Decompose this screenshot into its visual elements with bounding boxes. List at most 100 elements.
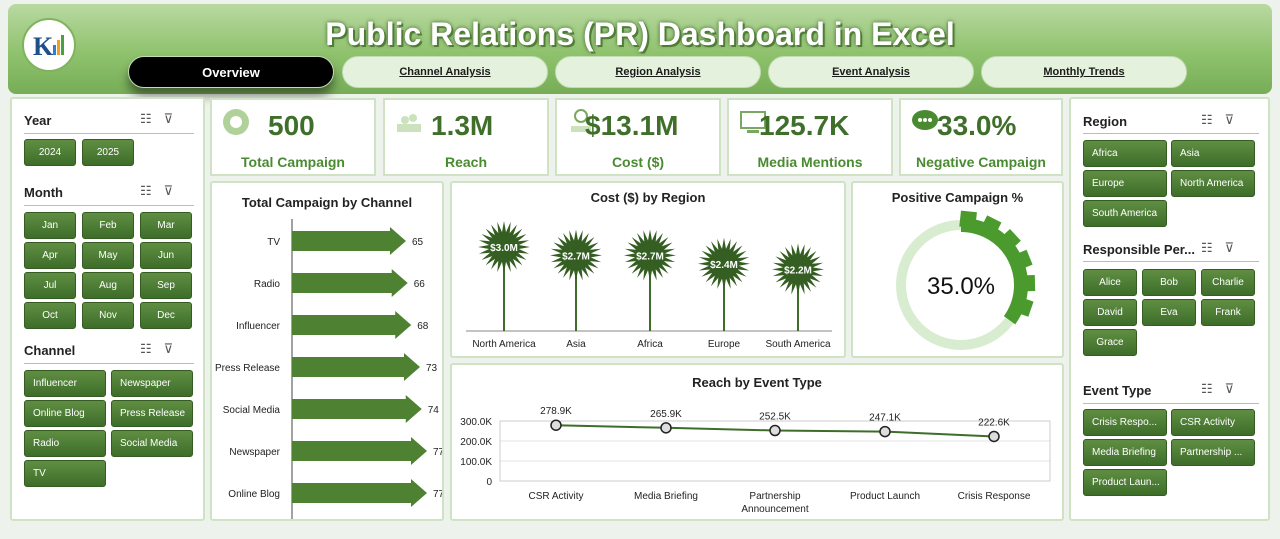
slicer-item-channel[interactable]: Newspaper xyxy=(111,370,193,397)
cost-icon xyxy=(571,109,591,132)
slicer-item-year[interactable]: 2024 xyxy=(24,139,76,166)
slicer-item-region[interactable]: South America xyxy=(1083,200,1167,227)
channel-category-label: Radio xyxy=(254,279,281,290)
slicer-item-person[interactable]: Eva xyxy=(1142,299,1196,326)
donut-gear-tooth xyxy=(979,215,1002,237)
slicer-item-channel[interactable]: Social Media xyxy=(111,430,193,457)
kpi-label: Reach xyxy=(444,154,488,170)
multi-select-icon[interactable]: ☷ xyxy=(1201,240,1225,255)
slicer-title-responsible-person: Responsible Per... xyxy=(1083,242,1195,257)
channel-bar xyxy=(292,311,412,339)
line-ytick-label: 100.0K xyxy=(460,457,492,468)
channel-data-label: 73 xyxy=(426,363,438,374)
tab-overview[interactable]: Overview xyxy=(128,56,334,88)
slicer-item-region[interactable]: North America xyxy=(1171,170,1255,197)
donut-gear-tooth xyxy=(959,210,977,229)
clear-filter-icon[interactable]: ⊽ xyxy=(163,341,186,356)
channel-category-label: Press Release xyxy=(215,363,280,374)
slicer-item-channel[interactable]: Online Blog xyxy=(24,400,106,427)
slicer-item-channel[interactable]: TV xyxy=(24,460,106,487)
tab-region-analysis[interactable]: Region Analysis xyxy=(555,56,761,88)
slicer-item-person[interactable]: Alice xyxy=(1083,269,1137,296)
slicer-item-person[interactable]: Charlie xyxy=(1201,269,1255,296)
right-slicer-panel: Region ☷⊽ Africa Asia Europe North Ameri… xyxy=(1069,97,1270,521)
line-ytick-label: 200.0K xyxy=(460,437,492,448)
reach-line-chart: 300.0K 200.0K 100.0K 0 278.9K CSR Activity 265… xyxy=(460,406,1051,515)
clear-filter-icon[interactable]: ⊽ xyxy=(1224,112,1247,127)
kpi-value: 33.0% xyxy=(937,110,1017,141)
tab-event-analysis[interactable]: Event Analysis xyxy=(768,56,974,88)
reach-category-label: Media Briefing xyxy=(634,491,698,502)
slicer-item-month[interactable]: Jan xyxy=(24,212,76,239)
channel-bar xyxy=(292,227,406,255)
slicer-item-region[interactable]: Asia xyxy=(1171,140,1255,167)
slicer-item-event[interactable]: Product Laun... xyxy=(1083,469,1167,496)
tab-monthly-trends[interactable]: Monthly Trends xyxy=(981,56,1187,88)
kpi-card-reach: 1.3M Reach xyxy=(383,98,549,176)
region-burst-marker xyxy=(478,221,530,273)
region-data-label: $2.2M xyxy=(784,265,812,276)
tab-channel-analysis[interactable]: Channel Analysis xyxy=(342,56,548,88)
channel-data-label: 65 xyxy=(412,237,424,248)
slicer-item-month[interactable]: Dec xyxy=(140,302,192,329)
slicer-item-year[interactable]: 2025 xyxy=(82,139,134,166)
clear-filter-icon[interactable]: ⊽ xyxy=(163,183,186,198)
kpi-value: 125.7K xyxy=(759,110,850,141)
slicer-item-event[interactable]: CSR Activity xyxy=(1171,409,1255,436)
channel-data-label: 77 xyxy=(433,489,442,500)
chart-reach-by-event-type: Reach by Event Type 300.0K 200.0K 100.0K 0 2… xyxy=(450,363,1064,521)
multi-select-icon[interactable]: ☷ xyxy=(140,183,164,198)
donut-center-label: 35.0% xyxy=(927,273,995,300)
clear-filter-icon[interactable]: ⊽ xyxy=(163,111,186,126)
slicer-item-month[interactable]: Aug xyxy=(82,272,134,299)
slicer-item-region[interactable]: Europe xyxy=(1083,170,1167,197)
region-category-label: Africa xyxy=(637,339,663,350)
multi-select-icon[interactable]: ☷ xyxy=(1201,112,1225,127)
slicer-item-month[interactable]: Mar xyxy=(140,212,192,239)
donut-gear-tooth xyxy=(998,228,1021,252)
logo: K xyxy=(22,18,76,72)
reach-point xyxy=(550,419,562,431)
svg-text:K: K xyxy=(33,32,54,61)
region-burst-marker xyxy=(772,243,824,296)
channel-bar xyxy=(292,479,427,507)
slicer-item-event[interactable]: Media Briefing xyxy=(1083,439,1167,466)
slicer-item-event[interactable]: Crisis Respo... xyxy=(1083,409,1167,436)
region-data-label: $2.7M xyxy=(636,251,664,262)
slicer-item-person[interactable]: Bob xyxy=(1142,269,1196,296)
slicer-item-event[interactable]: Partnership ... xyxy=(1171,439,1255,466)
slicer-item-channel[interactable]: Press Release xyxy=(111,400,193,427)
slicer-item-month[interactable]: Nov xyxy=(82,302,134,329)
kpi-value: 500 xyxy=(268,110,315,141)
slicer-title-channel: Channel xyxy=(24,343,76,358)
slicer-item-channel[interactable]: Radio xyxy=(24,430,106,457)
slicer-item-month[interactable]: Jul xyxy=(24,272,76,299)
region-category-label: Asia xyxy=(566,339,586,350)
slicer-item-month[interactable]: Feb xyxy=(82,212,134,239)
multi-select-icon[interactable]: ☷ xyxy=(140,111,164,126)
slicer-item-month[interactable]: Sep xyxy=(140,272,192,299)
kpi-card-total-campaign: 500 Total Campaign xyxy=(210,98,376,176)
slicer-item-person[interactable]: Grace xyxy=(1083,329,1137,356)
multi-select-icon[interactable]: ☷ xyxy=(140,341,164,356)
slicer-item-person[interactable]: David xyxy=(1083,299,1137,326)
kpi-card-cost: $13.1M Cost ($) xyxy=(555,98,721,176)
slicer-title-event-type: Event Type xyxy=(1083,383,1152,398)
clear-filter-icon[interactable]: ⊽ xyxy=(1224,381,1247,396)
slicer-item-month[interactable]: Oct xyxy=(24,302,76,329)
channel-category-label: Online Blog xyxy=(228,489,280,500)
clear-filter-icon[interactable]: ⊽ xyxy=(1224,240,1247,255)
multi-select-icon[interactable]: ☷ xyxy=(1201,381,1225,396)
slicer-item-month[interactable]: Jun xyxy=(140,242,192,269)
slicer-item-person[interactable]: Frank xyxy=(1201,299,1255,326)
channel-bar xyxy=(292,437,427,465)
slicer-item-month[interactable]: Apr xyxy=(24,242,76,269)
chart-title: Total Campaign by Channel xyxy=(241,195,413,210)
chart-positive-campaign: Positive Campaign % 35.0% xyxy=(851,181,1064,358)
chart-title: Reach by Event Type xyxy=(692,375,822,390)
chat-icon xyxy=(912,110,938,130)
positive-donut-chart: 35.0% xyxy=(896,210,1036,350)
slicer-item-channel[interactable]: Influencer xyxy=(24,370,106,397)
slicer-item-month[interactable]: May xyxy=(82,242,134,269)
slicer-item-region[interactable]: Africa xyxy=(1083,140,1167,167)
